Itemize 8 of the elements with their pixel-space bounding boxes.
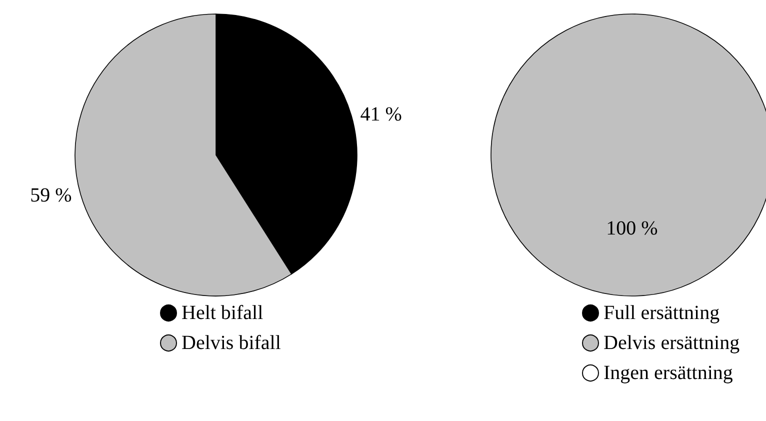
- legend-label: Full ersättning: [604, 302, 720, 324]
- data-label: 41 %: [360, 104, 402, 126]
- data-label: 59 %: [30, 184, 72, 206]
- legend-label: Ingen ersättning: [604, 362, 733, 384]
- legend-label: Delvis ersättning: [604, 332, 740, 354]
- legend-label: Delvis bifall: [182, 332, 282, 354]
- legend-label: Helt bifall: [182, 302, 264, 324]
- data-label: 100 %: [606, 218, 658, 240]
